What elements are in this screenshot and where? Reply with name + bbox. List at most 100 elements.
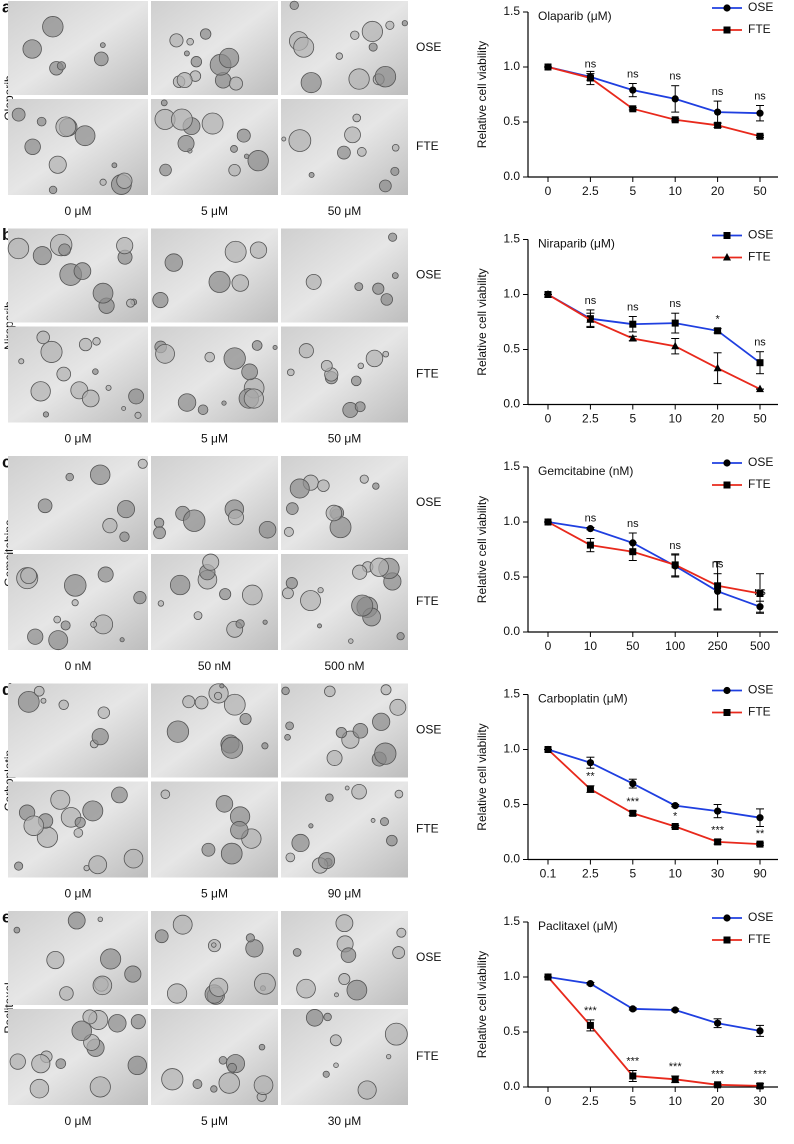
organoid	[153, 526, 166, 540]
series-line	[547, 976, 761, 1087]
x-tick-label: 5	[629, 412, 636, 426]
marker	[671, 823, 679, 830]
y-tick-label: 1.5	[503, 459, 520, 473]
organoid	[346, 979, 368, 1001]
organoid	[133, 591, 147, 605]
organoid	[272, 344, 278, 350]
organoid	[298, 343, 314, 359]
significance-label: ns	[754, 337, 766, 349]
organoid	[90, 620, 98, 628]
organoid	[231, 274, 250, 292]
organoid	[227, 1062, 237, 1073]
column-label: 500 nM	[324, 659, 364, 673]
organoid	[253, 1075, 274, 1095]
organoid	[97, 566, 114, 583]
column-label: 0 μM	[65, 887, 92, 901]
organoid	[33, 685, 45, 697]
organoid	[251, 340, 263, 351]
micrograph	[281, 781, 408, 878]
organoid	[48, 185, 58, 195]
organoid	[40, 697, 47, 704]
legend-label: OSE	[748, 455, 773, 469]
organoid	[24, 138, 41, 156]
organoid	[285, 721, 294, 731]
y-tick-label: 1.0	[503, 969, 520, 983]
column-label: 0 μM	[65, 204, 92, 218]
organoid	[325, 504, 343, 522]
row-label: FTE	[416, 367, 439, 381]
organoid	[161, 1068, 184, 1091]
organoid	[305, 1009, 324, 1027]
x-tick-label: 0	[545, 639, 552, 653]
organoid	[99, 42, 106, 49]
organoid	[105, 384, 112, 391]
organoid	[329, 1034, 342, 1047]
row-label: OSE	[416, 950, 441, 964]
significance-label: ***	[711, 825, 725, 837]
organoid	[58, 243, 71, 257]
organoid	[340, 947, 357, 963]
organoid	[197, 404, 209, 415]
organoid	[134, 411, 142, 419]
organoid	[22, 39, 42, 59]
organoid	[281, 686, 290, 696]
organoid	[116, 237, 134, 255]
organoid	[218, 1056, 228, 1065]
organoid	[386, 1053, 392, 1060]
y-tick-label: 0.0	[503, 852, 520, 866]
column-label: 0 nM	[65, 659, 92, 673]
marker	[756, 384, 764, 393]
organoid	[282, 587, 294, 600]
organoid	[73, 262, 92, 280]
series-line	[547, 293, 761, 364]
organoid	[392, 946, 406, 959]
x-tick-label: 5	[629, 1094, 636, 1108]
significance-label: ns	[627, 68, 639, 80]
organoid	[285, 852, 296, 863]
significance-label: ns	[627, 301, 639, 313]
organoid	[221, 736, 244, 759]
marker	[628, 334, 637, 342]
marker	[629, 320, 637, 328]
organoid	[220, 842, 243, 865]
x-tick-label: 0	[545, 412, 552, 426]
organoid	[261, 742, 269, 750]
organoid	[46, 951, 65, 970]
significance-label: ***	[711, 1069, 725, 1081]
organoid	[308, 172, 315, 178]
organoid	[36, 330, 50, 345]
organoid	[324, 685, 336, 698]
x-tick-label: 5	[629, 184, 636, 198]
column-label: 0 μM	[65, 1114, 92, 1128]
x-tick-label: 10	[584, 639, 598, 653]
marker	[756, 359, 764, 367]
organoid	[53, 615, 62, 624]
organoid	[245, 939, 264, 958]
organoid	[348, 68, 370, 90]
organoid	[357, 362, 365, 370]
y-tick-label: 0.5	[503, 569, 520, 583]
marker	[723, 26, 731, 34]
organoid	[202, 553, 220, 571]
organoid	[388, 232, 398, 242]
marker	[671, 95, 679, 103]
y-tick-label: 0.0	[503, 1079, 520, 1093]
x-tick-label: 20	[711, 1094, 725, 1108]
x-tick-label: 0.1	[540, 867, 557, 881]
organoid	[228, 163, 241, 177]
x-tick-label: 30	[711, 867, 725, 881]
marker	[629, 105, 637, 113]
organoid	[235, 619, 245, 629]
organoid	[281, 136, 287, 142]
chart-title: Gemcitabine (nM)	[538, 464, 633, 478]
organoid	[228, 509, 244, 526]
organoid	[111, 786, 128, 804]
x-tick-label: 250	[708, 639, 728, 653]
significance-label: ***	[626, 1055, 640, 1067]
organoid	[99, 178, 107, 186]
organoid	[374, 65, 397, 88]
organoid	[137, 458, 148, 469]
organoid	[320, 359, 333, 372]
marker	[544, 518, 552, 526]
significance-label: ns	[669, 71, 681, 83]
